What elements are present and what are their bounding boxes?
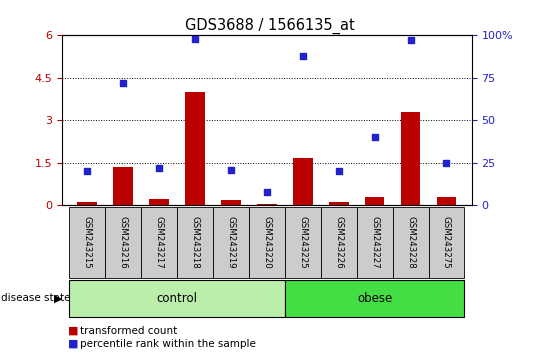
Bar	[293, 158, 313, 205]
Point	[406, 38, 415, 43]
Text: disease state: disease state	[1, 293, 71, 303]
Bar	[257, 204, 277, 205]
Text: GSM243226: GSM243226	[334, 216, 343, 269]
Text: GSM243219: GSM243219	[226, 216, 236, 269]
Bar	[77, 202, 97, 205]
Point	[334, 169, 343, 174]
Bar	[437, 198, 457, 205]
Text: GSM243215: GSM243215	[82, 216, 92, 269]
Text: GSM243228: GSM243228	[406, 216, 415, 269]
Text: control: control	[156, 292, 197, 305]
Bar	[149, 199, 169, 205]
Point	[299, 53, 307, 59]
Point	[226, 167, 235, 172]
Point	[83, 169, 92, 174]
Text: GSM243216: GSM243216	[119, 216, 128, 269]
Text: transformed count: transformed count	[80, 326, 177, 336]
Text: obese: obese	[357, 292, 392, 305]
Text: GSM243225: GSM243225	[298, 216, 307, 269]
Text: ■: ■	[67, 326, 78, 336]
Point	[262, 189, 271, 195]
Text: ■: ■	[67, 339, 78, 349]
Text: percentile rank within the sample: percentile rank within the sample	[80, 339, 255, 349]
Point	[119, 80, 127, 86]
Bar	[365, 198, 384, 205]
Text: GSM243227: GSM243227	[370, 216, 379, 269]
Bar	[400, 112, 420, 205]
Bar	[113, 167, 133, 205]
Text: GSM243218: GSM243218	[190, 216, 199, 269]
Text: ▶: ▶	[54, 293, 63, 303]
Point	[442, 160, 451, 166]
Bar	[185, 92, 205, 205]
Bar	[221, 200, 241, 205]
Point	[370, 135, 379, 140]
Bar	[329, 202, 349, 205]
Text: GSM243275: GSM243275	[442, 216, 451, 269]
Point	[155, 165, 163, 171]
Text: GDS3688 / 1566135_at: GDS3688 / 1566135_at	[185, 18, 354, 34]
Text: GSM243220: GSM243220	[262, 216, 271, 269]
Text: GSM243217: GSM243217	[155, 216, 163, 269]
Point	[191, 36, 199, 42]
